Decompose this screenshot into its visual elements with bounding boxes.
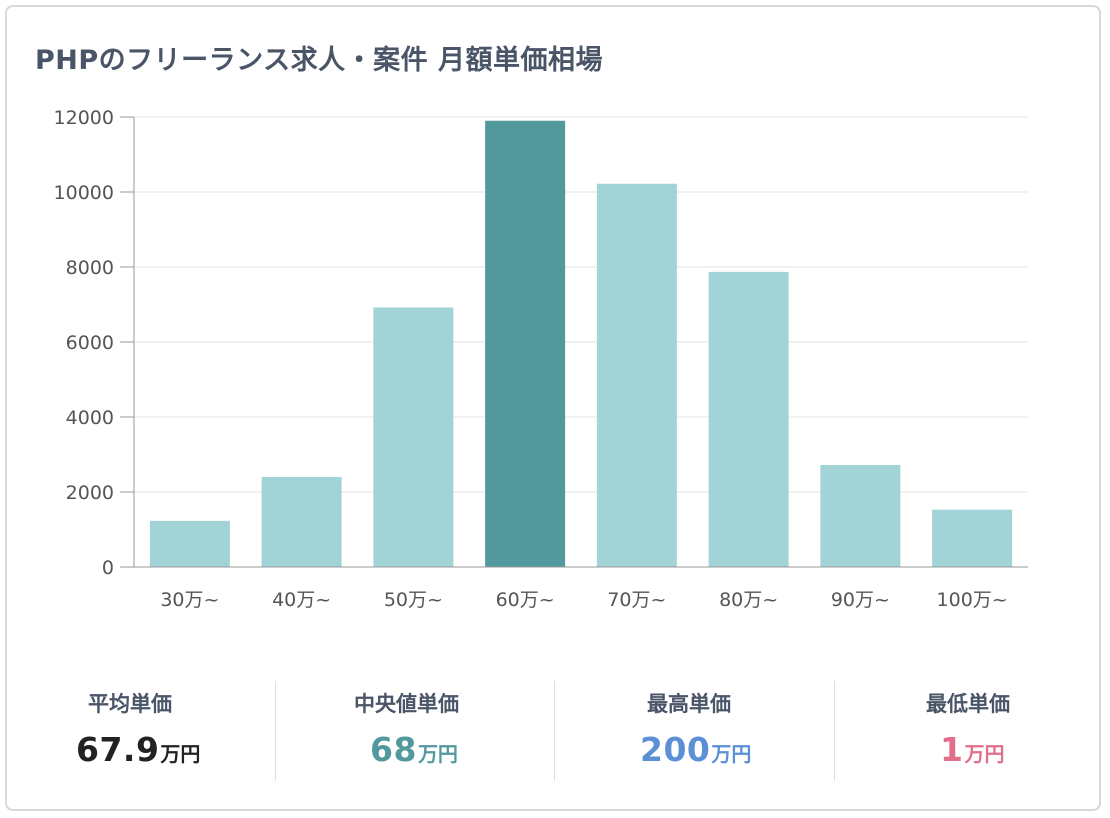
stat-max-label: 最高単価 (647, 692, 731, 716)
y-tick-label: 6000 (66, 332, 114, 354)
stat-median-unit: 万円 (417, 742, 458, 766)
stat-median-value: 68 (370, 730, 417, 769)
y-tick-label: 2000 (66, 482, 114, 504)
stat-median-value-wrap: 68万円 (370, 730, 458, 769)
y-tick-label: 8000 (66, 257, 114, 279)
price-stats: 平均単価 67.9万円 中央値単価 68万円 最高単価 200万円 最低単価 1… (0, 660, 1110, 800)
stat-max-unit: 万円 (711, 742, 752, 766)
stat-max-value: 200 (640, 730, 711, 769)
stat-min-value: 1 (940, 730, 964, 769)
x-tick-label: 40万~ (272, 589, 331, 611)
bar (373, 307, 454, 567)
stat-min-label: 最低単価 (926, 692, 1010, 716)
stat-divider (554, 681, 555, 781)
stat-min-unit: 万円 (964, 742, 1005, 766)
bar (596, 183, 677, 567)
chart-title: PHPのフリーランス求人・案件 月額単価相場 (35, 45, 604, 76)
stat-median: 中央値単価 68万円 (276, 680, 554, 780)
stat-max-value-wrap: 200万円 (640, 730, 751, 769)
bar (149, 520, 230, 567)
stat-average-unit: 万円 (160, 742, 201, 766)
bar (708, 271, 789, 567)
stat-average-value: 67.9 (76, 730, 160, 769)
bar (261, 477, 342, 567)
stat-min: 最低単価 1万円 (835, 680, 1110, 780)
stat-average: 平均単価 67.9万円 (0, 680, 278, 780)
stat-median-label: 中央値単価 (354, 692, 459, 716)
x-tick-label: 70万~ (607, 589, 666, 611)
bar (932, 509, 1013, 567)
y-tick-label: 0 (102, 557, 114, 579)
x-tick-label: 80万~ (719, 589, 778, 611)
stat-average-label: 平均単価 (88, 692, 172, 716)
bar (820, 465, 901, 567)
stat-max: 最高単価 200万円 (555, 680, 833, 780)
bar-chart: 0 2000 4000 6000 8000 10000 12000 30万~ 40万~ 50万~ 6… (54, 107, 1028, 611)
y-tick-label: 4000 (66, 407, 114, 429)
stat-average-value-wrap: 67.9万円 (76, 730, 200, 769)
x-tick-label: 100万~ (937, 589, 1008, 611)
bar (485, 120, 566, 567)
y-tick-label: 10000 (54, 182, 114, 204)
y-tick-label: 12000 (54, 107, 114, 129)
stat-divider (834, 681, 835, 781)
stat-divider (275, 681, 276, 781)
x-tick-label: 50万~ (384, 589, 443, 611)
x-tick-label: 90万~ (831, 589, 890, 611)
stat-min-value-wrap: 1万円 (940, 730, 1004, 769)
x-tick-label: 60万~ (496, 589, 555, 611)
x-tick-label: 30万~ (160, 589, 219, 611)
